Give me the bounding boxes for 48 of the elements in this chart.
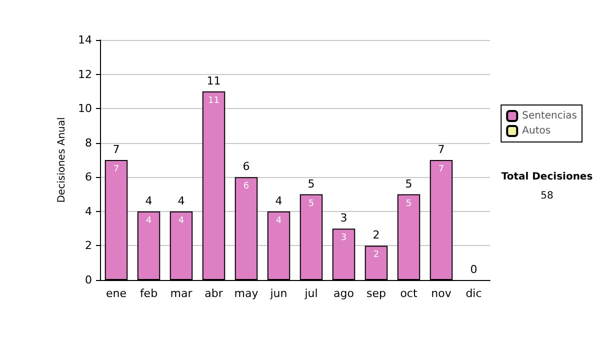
data-label: 4	[276, 216, 282, 226]
data-label: 4	[178, 216, 184, 226]
total-label: 6	[242, 160, 250, 174]
data-label: 11	[208, 96, 220, 106]
total-label: 5	[405, 177, 412, 190]
x-tick-label: nov	[431, 287, 452, 300]
y-tick-label: 12	[78, 68, 92, 81]
text: 58	[540, 190, 554, 202]
total-label: 3	[340, 212, 348, 225]
x-tick-label: mar	[170, 287, 193, 300]
text: Total Decisiones	[501, 172, 593, 182]
total-label: 4	[145, 194, 152, 208]
x-tick-label: dic	[466, 287, 482, 300]
data-label: 5	[406, 198, 412, 209]
y-tick-label: 6	[85, 170, 92, 184]
x-tick-label: sep	[366, 287, 386, 300]
data-label: 7	[113, 164, 120, 174]
y-tick-label: 0	[85, 274, 92, 286]
data-label: 7	[438, 164, 444, 174]
x-tick-label: abr	[204, 287, 224, 300]
total-label: 4	[275, 194, 282, 208]
data-label: 2	[373, 250, 380, 260]
y-tick-label: 4	[85, 204, 92, 218]
y-tick-label: 14	[78, 34, 92, 46]
y-tick-label: 10	[78, 102, 92, 116]
x-tick-label: ene	[106, 287, 127, 300]
legend-label: Autos	[522, 126, 551, 136]
y-tick-label: 2	[85, 239, 92, 252]
total-label: 7	[112, 143, 120, 156]
x-tick-label: jun	[269, 287, 288, 300]
data-label: 6	[243, 182, 250, 192]
data-label: 4	[146, 216, 152, 226]
total-label: 7	[438, 143, 445, 156]
x-tick-label: ago	[334, 287, 354, 300]
total-label: 4	[178, 194, 185, 208]
x-tick-label: oct	[400, 287, 418, 300]
total-label: 0	[470, 263, 478, 276]
data-label: 3	[340, 233, 347, 244]
legend-label: Sentencias	[522, 110, 578, 122]
x-tick-label: feb	[140, 287, 158, 300]
total-label: 2	[372, 228, 380, 242]
total-label: 11	[206, 74, 221, 88]
x-tick-label: may	[234, 287, 259, 300]
y-tick-label: 8	[85, 136, 92, 150]
x-tick-label: jul	[304, 287, 318, 300]
y-axis-title: Decisiones Anual	[56, 117, 68, 203]
total-label: 5	[308, 177, 315, 190]
data-label: 5	[308, 198, 314, 209]
